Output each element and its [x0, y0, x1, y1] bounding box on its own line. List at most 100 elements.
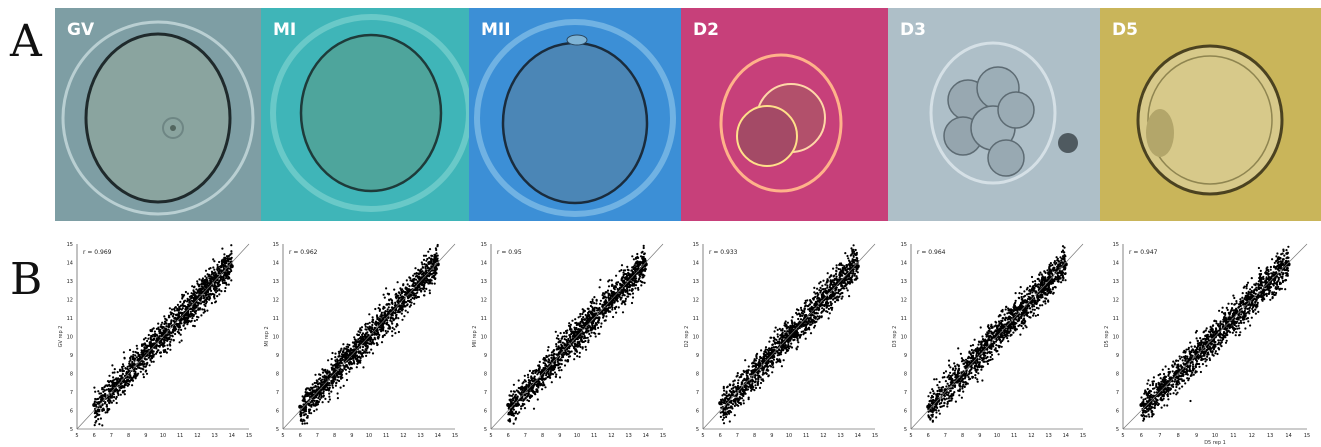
y-tick-label: 15 — [67, 242, 73, 248]
data-point — [567, 337, 570, 341]
data-point — [121, 363, 125, 366]
data-point — [204, 269, 208, 272]
data-point — [620, 264, 624, 267]
data-point — [190, 295, 193, 298]
data-point — [386, 303, 389, 306]
data-point — [121, 370, 124, 373]
data-point — [565, 352, 568, 356]
data-point — [588, 316, 591, 320]
data-point — [549, 370, 552, 373]
data-point — [393, 328, 396, 331]
data-point — [418, 288, 421, 291]
data-point — [138, 359, 141, 362]
data-point — [168, 338, 171, 341]
data-point — [158, 332, 161, 335]
data-point — [201, 308, 204, 311]
stage-label-gv: GV — [67, 20, 95, 40]
data-point — [798, 320, 801, 323]
data-point — [627, 285, 630, 289]
data-point — [310, 399, 314, 402]
data-point — [299, 419, 302, 422]
data-point — [550, 351, 553, 354]
data-point — [104, 411, 107, 414]
data-point — [514, 404, 517, 407]
y-tick-label: 13 — [273, 279, 279, 285]
data-point — [115, 395, 118, 399]
data-point — [567, 355, 570, 358]
data-point — [642, 276, 645, 279]
data-point — [607, 292, 610, 295]
data-point — [182, 294, 186, 297]
data-point — [174, 332, 177, 336]
data-point — [229, 258, 232, 261]
data-point — [151, 352, 154, 355]
data-point — [105, 405, 108, 408]
data-point — [826, 272, 829, 275]
data-point — [594, 324, 597, 327]
data-point — [580, 335, 583, 338]
data-point — [318, 398, 322, 401]
data-point — [134, 372, 137, 375]
stage-label-mi: MI — [273, 20, 297, 40]
data-point — [835, 266, 838, 269]
x-tick-label: 12 — [820, 433, 826, 439]
data-point — [350, 367, 353, 370]
data-point — [384, 310, 387, 313]
data-point — [143, 350, 146, 353]
data-point — [581, 347, 584, 350]
data-point — [111, 371, 114, 374]
data-point — [633, 266, 636, 269]
data-point — [583, 325, 586, 328]
data-point — [402, 284, 405, 287]
data-point — [396, 301, 399, 304]
data-point — [216, 282, 220, 285]
data-point — [310, 412, 313, 415]
data-point — [432, 274, 435, 278]
data-point — [563, 364, 567, 367]
data-point — [153, 337, 156, 340]
data-point — [303, 414, 306, 417]
data-point — [598, 317, 601, 320]
y-tick-label: 6 — [696, 409, 699, 415]
point-cloud — [299, 243, 439, 425]
data-point — [534, 393, 537, 396]
data-point — [184, 316, 188, 319]
data-point — [203, 303, 206, 306]
data-point — [224, 271, 227, 274]
data-point — [797, 341, 800, 344]
data-point — [166, 330, 169, 333]
data-point — [603, 301, 606, 304]
data-point — [327, 374, 330, 378]
data-point — [642, 255, 645, 259]
data-point — [574, 328, 577, 331]
data-point — [139, 356, 142, 359]
data-point — [122, 351, 125, 354]
data-point — [389, 319, 392, 322]
data-point — [174, 328, 178, 331]
data-point — [620, 285, 623, 288]
data-point — [189, 310, 192, 313]
data-point — [186, 292, 189, 295]
data-point — [523, 374, 526, 377]
data-point — [178, 324, 181, 327]
data-point — [168, 333, 171, 336]
data-point — [380, 313, 383, 316]
data-point — [586, 327, 589, 330]
data-point — [178, 307, 181, 310]
data-point — [544, 358, 547, 362]
data-point — [216, 265, 220, 269]
data-point — [166, 334, 169, 337]
data-point — [314, 391, 317, 394]
data-point — [634, 287, 637, 290]
data-point — [756, 383, 759, 386]
data-point — [115, 401, 118, 405]
data-point — [401, 302, 404, 305]
data-point — [434, 258, 437, 261]
micrograph-d2: D2 — [681, 8, 888, 221]
data-point — [557, 362, 560, 365]
data-point — [221, 281, 225, 285]
data-point — [169, 340, 172, 343]
data-point — [631, 266, 634, 269]
data-point — [314, 404, 317, 407]
data-point — [608, 310, 611, 313]
